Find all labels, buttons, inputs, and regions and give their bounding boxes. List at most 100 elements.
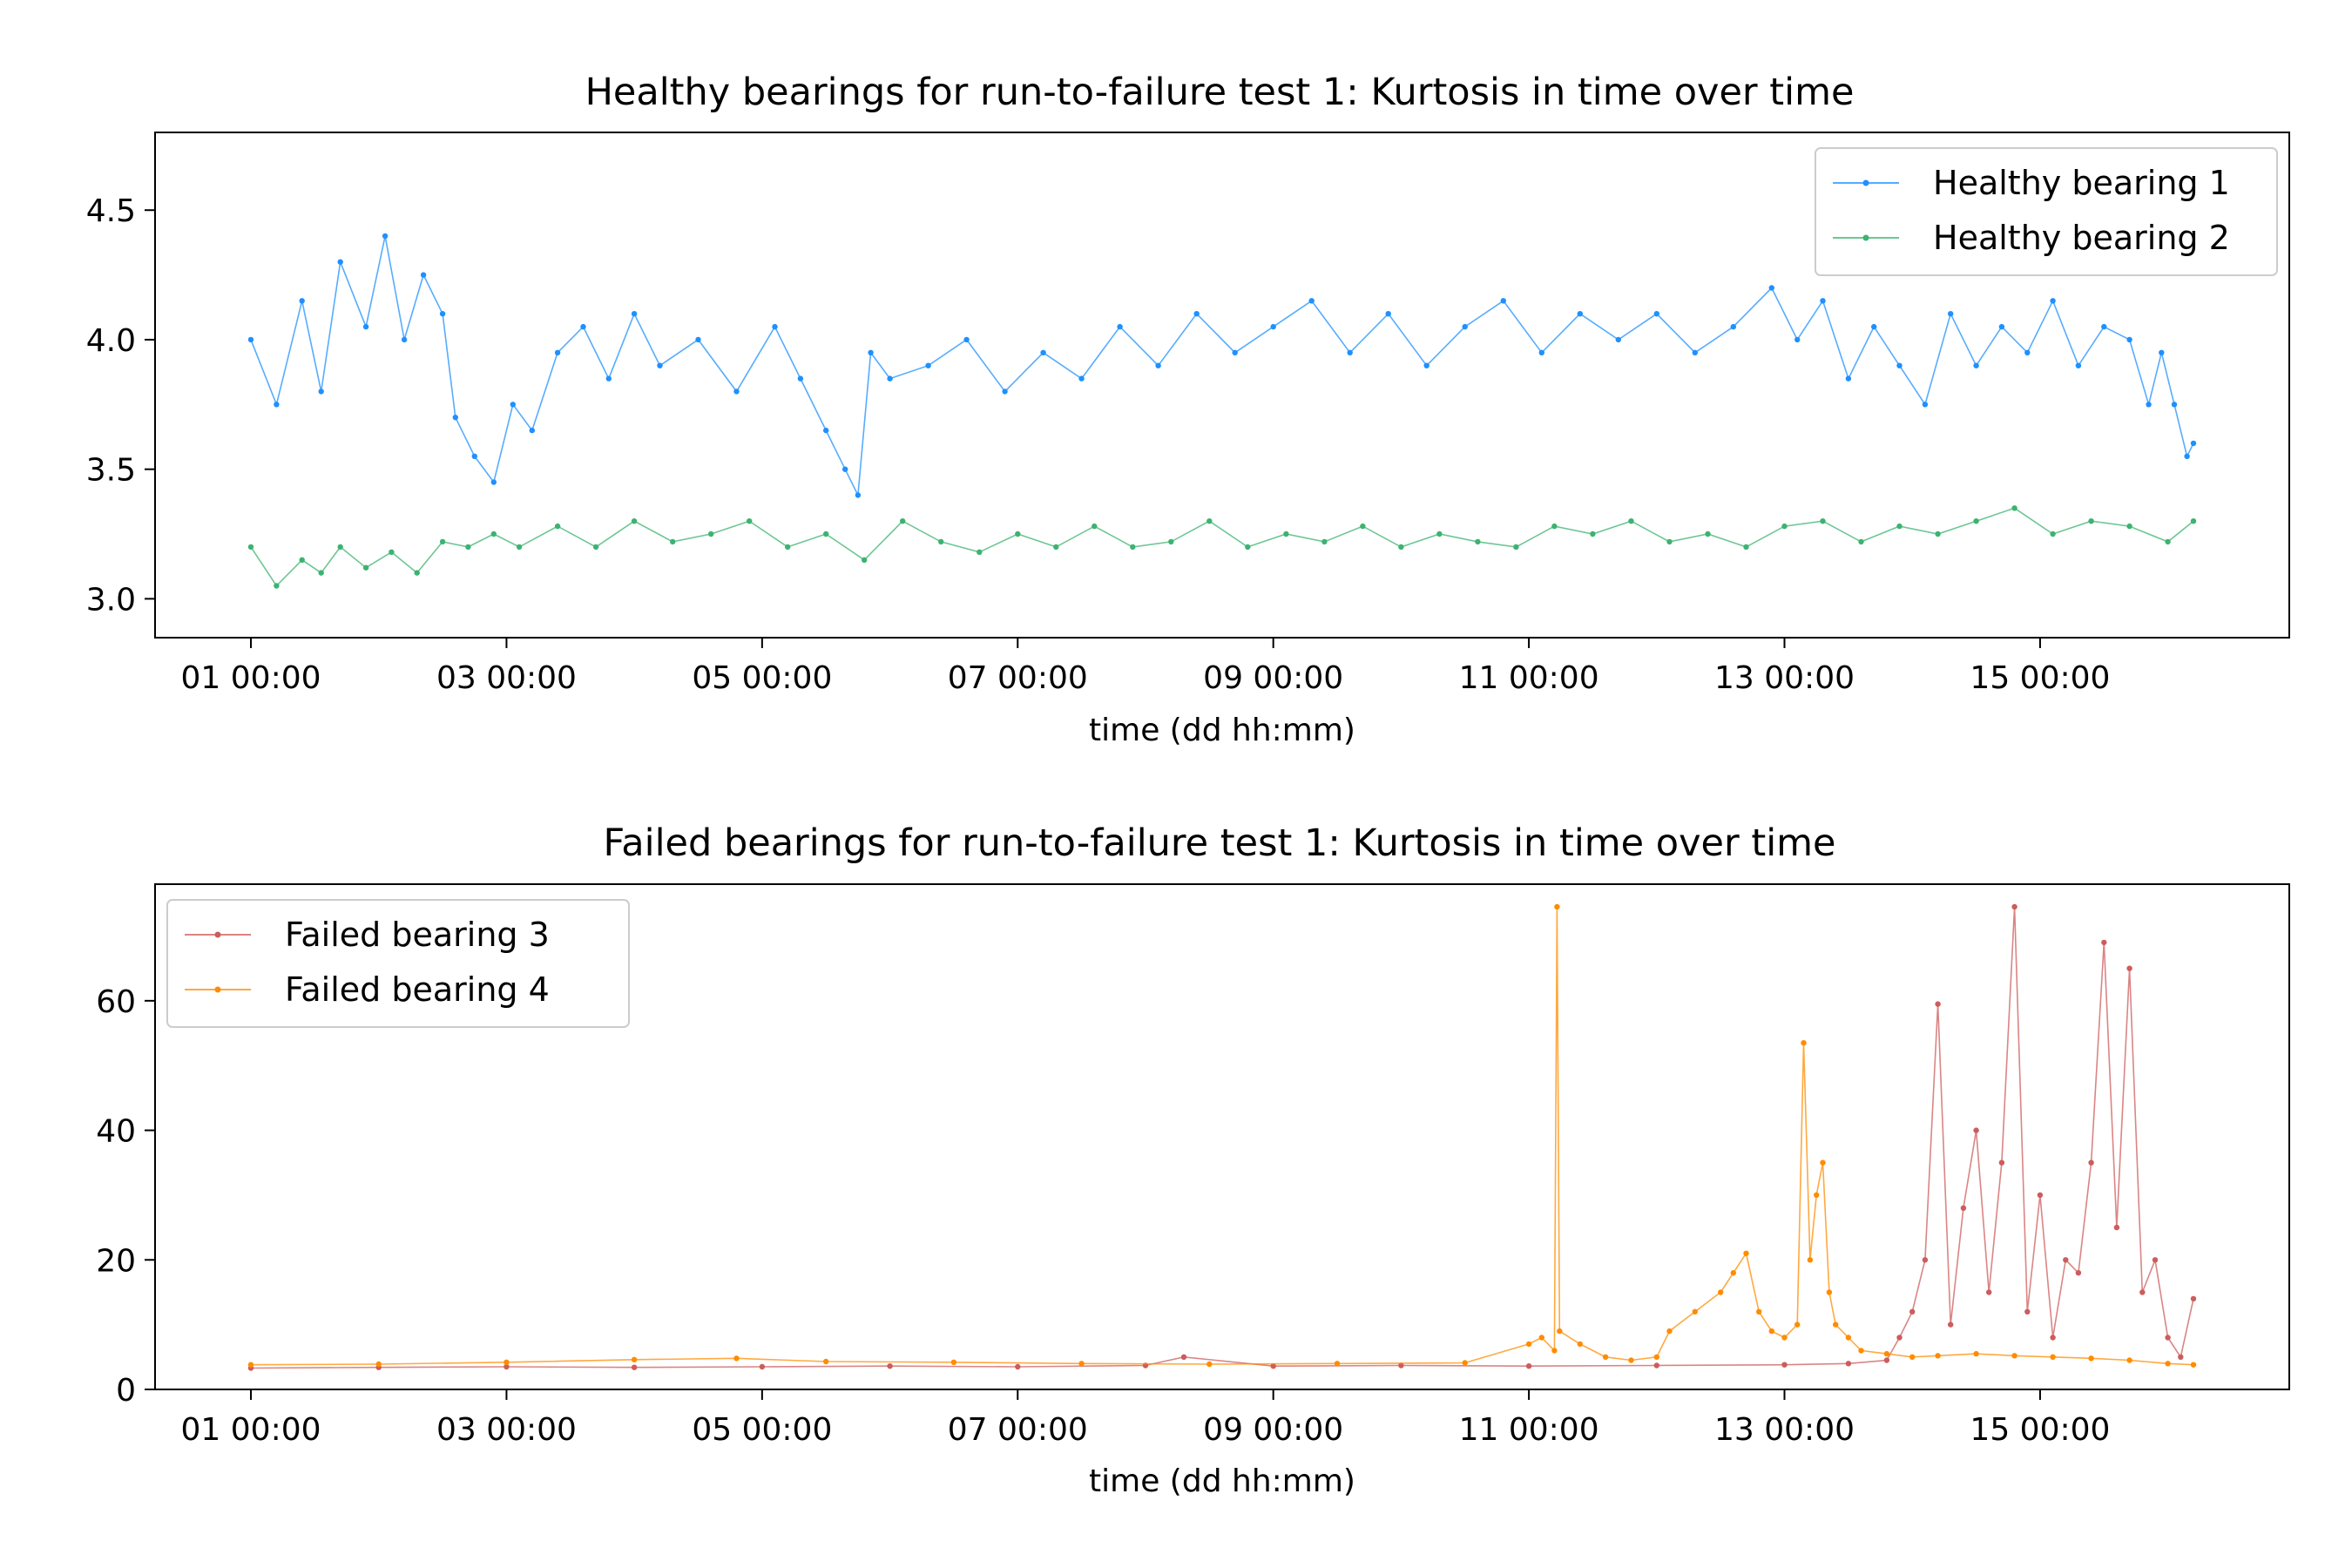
failed-series-1-point bbox=[631, 1364, 638, 1370]
healthy-series-2-line bbox=[250, 507, 2194, 587]
healthy-series-1-point bbox=[1385, 311, 1391, 317]
healthy-series-2-point bbox=[1283, 531, 1289, 537]
healthy-x-tick-label: 09 00:00 bbox=[1203, 660, 1343, 696]
healthy-series-2-point bbox=[1053, 544, 1059, 551]
healthy-series-1-point bbox=[247, 336, 254, 343]
healthy-series-2-point bbox=[2011, 505, 2017, 511]
failed-series-2-point bbox=[1666, 1328, 1673, 1335]
failed-series-1-point bbox=[1781, 1362, 1788, 1368]
healthy-series-2-point bbox=[592, 544, 599, 551]
failed-series-1-point bbox=[2101, 939, 2107, 946]
healthy-series-2-point bbox=[1436, 531, 1443, 537]
healthy-series-1-point bbox=[1193, 311, 1200, 317]
healthy-series-1-point bbox=[362, 323, 369, 330]
healthy-series-1-point bbox=[695, 336, 701, 343]
healthy-series-1-point bbox=[2190, 440, 2197, 447]
failed-series-2-point bbox=[1883, 1350, 1890, 1357]
failed-x-tick-label: 05 00:00 bbox=[692, 1412, 832, 1448]
healthy-x-tick-label: 01 00:00 bbox=[181, 660, 321, 696]
failed-y-tick-label: 0 bbox=[116, 1373, 136, 1409]
healthy-series-1-point bbox=[2184, 453, 2190, 459]
healthy-series-1-point bbox=[452, 415, 458, 421]
healthy-series-1-point bbox=[657, 362, 663, 368]
failed-series-1-point bbox=[1525, 1363, 1532, 1369]
failed-series-2-point bbox=[1628, 1357, 1634, 1363]
healthy-series-2-point bbox=[274, 583, 280, 589]
healthy-series-1-point bbox=[1768, 285, 1775, 291]
failed-series-2-point bbox=[1551, 1348, 1558, 1354]
healthy-x-axis-label: time (dd hh:mm) bbox=[1089, 713, 1355, 748]
healthy-series-1-point bbox=[510, 402, 516, 408]
healthy-series-1-point bbox=[554, 349, 561, 355]
healthy-x-tick-label: 11 00:00 bbox=[1459, 660, 1599, 696]
healthy-series-2-point bbox=[1781, 523, 1788, 530]
healthy-series-1-point bbox=[2126, 336, 2132, 343]
failed-series-2-point bbox=[1078, 1361, 1085, 1367]
healthy-series-2-point bbox=[2088, 518, 2094, 524]
failed-series-2-point bbox=[1935, 1353, 1941, 1359]
failed-series-1-point bbox=[1986, 1289, 1992, 1295]
healthy-series-1-point bbox=[963, 336, 970, 343]
failed-series-2-point bbox=[1577, 1341, 1584, 1348]
failed-series-2-point bbox=[2126, 1357, 2132, 1363]
healthy-series-2-point bbox=[318, 570, 324, 576]
healthy-series-1-point bbox=[1500, 298, 1507, 304]
healthy-y-tick-label: 3.0 bbox=[86, 582, 136, 618]
healthy-series-1-point bbox=[1577, 311, 1584, 317]
healthy-series-2-point bbox=[2050, 531, 2056, 537]
healthy-series-1-point bbox=[823, 427, 829, 434]
failed-series-2-point bbox=[1730, 1270, 1737, 1276]
failed-series-layer bbox=[247, 903, 2197, 1371]
failed-series-1-point bbox=[504, 1363, 510, 1370]
healthy-x-tick-label: 15 00:00 bbox=[1970, 660, 2110, 696]
failed-x-ticks: 01 00:00 03 00:00 05 00:00 07 00:00 09 00:00… bbox=[181, 1389, 2110, 1448]
healthy-series-1-point bbox=[439, 311, 446, 317]
failed-legend-box bbox=[166, 899, 630, 1028]
failed-x-tick-label: 07 00:00 bbox=[948, 1412, 1088, 1448]
healthy-series-1-point bbox=[1692, 349, 1699, 355]
healthy-series-2-point bbox=[1590, 531, 1596, 537]
failed-series-2-point bbox=[2050, 1354, 2056, 1361]
failed-series-2-point bbox=[1206, 1361, 1213, 1368]
healthy-series-2-point bbox=[1321, 538, 1328, 545]
healthy-series-1-point bbox=[733, 389, 740, 395]
healthy-series-1-point bbox=[337, 259, 343, 265]
failed-series-1-point bbox=[1015, 1363, 1021, 1370]
healthy-series-2-point bbox=[554, 523, 561, 530]
healthy-axes-frame bbox=[154, 132, 2290, 639]
healthy-legend-label-1: Healthy bearing 1 bbox=[1933, 164, 2230, 202]
healthy-series-1-point bbox=[2075, 362, 2082, 368]
failed-series-2-point bbox=[1557, 1328, 1563, 1335]
failed-series-1-point bbox=[2139, 1289, 2146, 1295]
healthy-series-2-point bbox=[1398, 544, 1404, 551]
healthy-series-2-point bbox=[247, 544, 254, 551]
healthy-series-2-point bbox=[670, 538, 676, 545]
failed-legend-label-1: Failed bearing 3 bbox=[285, 916, 550, 954]
healthy-series-2-point bbox=[785, 544, 791, 551]
healthy-series-2-point bbox=[631, 518, 638, 524]
healthy-series-1-point bbox=[299, 298, 305, 304]
healthy-series-2-point bbox=[1206, 518, 1213, 524]
healthy-series-2-point bbox=[1628, 518, 1634, 524]
failed-series-1-point bbox=[1896, 1335, 1903, 1341]
failed-series-1-point bbox=[1922, 1257, 1929, 1263]
healthy-series-1-point bbox=[1232, 349, 1238, 355]
healthy-series-1-point bbox=[1794, 336, 1801, 343]
healthy-series-1-point bbox=[1423, 362, 1429, 368]
failed-series-2-point bbox=[823, 1358, 829, 1365]
healthy-series-2-point bbox=[1475, 538, 1481, 545]
healthy-series-1-point bbox=[1615, 336, 1622, 343]
healthy-y-tick-label: 4.5 bbox=[86, 193, 136, 229]
failed-x-tick-label: 11 00:00 bbox=[1459, 1412, 1599, 1448]
healthy-x-tick-label: 07 00:00 bbox=[948, 660, 1088, 696]
healthy-series-2-point bbox=[862, 557, 868, 563]
failed-series-2-point bbox=[1807, 1257, 1814, 1263]
healthy-series-1-point bbox=[1002, 389, 1008, 395]
failed-series-1-point bbox=[1270, 1363, 1276, 1369]
failed-series-2-point bbox=[1718, 1289, 1724, 1295]
failed-legend-label-2: Failed bearing 4 bbox=[285, 970, 550, 1009]
healthy-series-1-point bbox=[274, 402, 280, 408]
healthy-series-1-point bbox=[580, 323, 586, 330]
failed-series-2-point bbox=[1538, 1335, 1545, 1341]
failed-series-1-point bbox=[1398, 1362, 1404, 1369]
